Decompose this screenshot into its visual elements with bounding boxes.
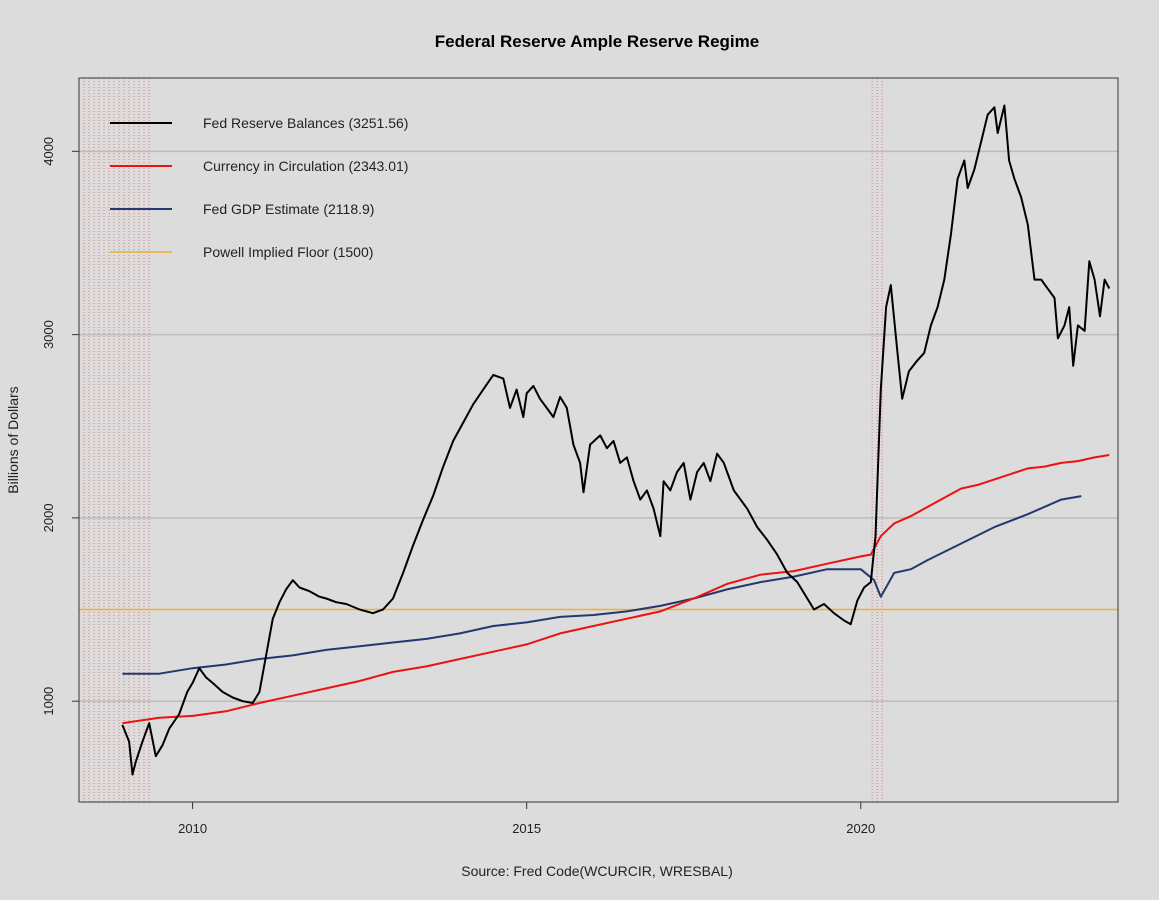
legend-label-gdp: Fed GDP Estimate (2118.9)	[203, 201, 374, 217]
legend-label-currency: Currency in Circulation (2343.01)	[203, 158, 408, 174]
legend-label-reserves: Fed Reserve Balances (3251.56)	[203, 115, 408, 131]
x-axis-label: Source: Fred Code(WCURCIR, WRESBAL)	[461, 863, 733, 879]
series-line-currency	[122, 454, 1110, 725]
x-tick-label-2015: 2015	[512, 821, 541, 836]
x-tick-label-2020: 2020	[846, 821, 875, 836]
series-line-reserves	[121, 104, 1111, 776]
grid-lines	[79, 150, 1118, 702]
plot-frame	[78, 77, 1119, 803]
legend-label-floor: Powell Implied Floor (1500)	[203, 244, 373, 260]
chart-title: Federal Reserve Ample Reserve Regime	[435, 32, 759, 51]
x-tick-label-2010: 2010	[178, 821, 207, 836]
y-axis-label: Billions of Dollars	[5, 386, 21, 493]
series-line-gdp	[122, 495, 1082, 675]
y-tick-label-4000: 4000	[41, 137, 56, 166]
axes: 2010 2015 2020 1000 2000 3000 4000	[41, 137, 875, 836]
y-tick-label-1000: 1000	[41, 687, 56, 716]
series-lines	[79, 104, 1118, 776]
recession-bands	[78, 78, 883, 802]
y-tick-label-2000: 2000	[41, 503, 56, 532]
y-tick-label-3000: 3000	[41, 320, 56, 349]
legend: Fed Reserve Balances (3251.56) Currency i…	[110, 115, 408, 260]
